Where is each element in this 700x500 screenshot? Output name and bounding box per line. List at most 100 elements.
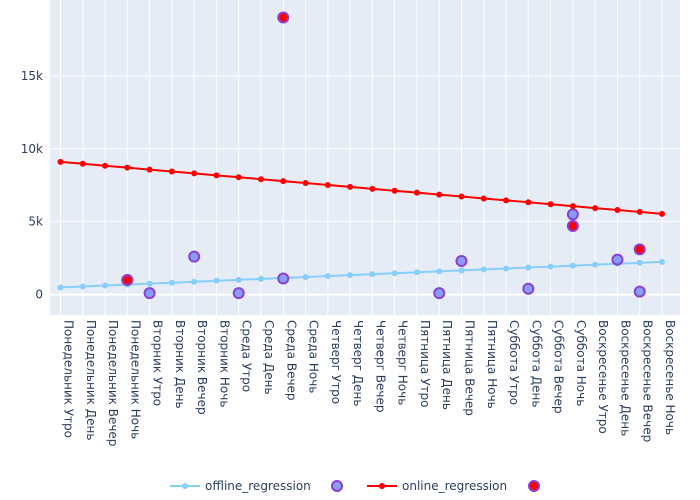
x-tick-label: Воскресенье День xyxy=(618,320,632,436)
x-tick-label: Четверг Утро xyxy=(329,320,343,404)
data-point xyxy=(592,261,599,268)
x-tick-label: Четверг День xyxy=(351,320,365,406)
data-point xyxy=(413,269,420,276)
data-point xyxy=(436,268,443,275)
data-point xyxy=(79,160,86,167)
data-point xyxy=(503,265,510,272)
data-point xyxy=(455,255,468,268)
data-point xyxy=(566,220,579,233)
data-point xyxy=(146,166,153,173)
x-tick-label: Суббота Вечер xyxy=(552,320,566,414)
x-tick-label: Понедельник Ночь xyxy=(128,320,142,439)
legend: offline_regression online_regression xyxy=(170,479,540,493)
data-point xyxy=(592,205,599,212)
legend-marker xyxy=(379,483,385,489)
y-tick-label: 15k xyxy=(21,69,43,83)
series-3 xyxy=(121,11,646,286)
data-point xyxy=(525,264,532,271)
data-point xyxy=(57,284,64,291)
data-point xyxy=(503,197,510,204)
legend-marker xyxy=(182,483,188,489)
legend-marker xyxy=(331,480,343,492)
series-1 xyxy=(121,208,646,300)
data-point xyxy=(547,201,554,208)
legend-label: online_regression xyxy=(402,479,507,493)
data-point xyxy=(168,168,175,175)
x-tick-label: Пятница Вечер xyxy=(463,320,477,416)
x-tick-label: Суббота Утро xyxy=(507,320,521,405)
data-point xyxy=(659,258,665,265)
data-point xyxy=(280,178,287,185)
y-tick-label: 10k xyxy=(21,142,43,156)
plot-area xyxy=(50,0,680,315)
data-point xyxy=(633,285,646,298)
x-tick-label: Воскресенье Ночь xyxy=(663,320,677,435)
data-point xyxy=(636,259,643,266)
x-tick-label: Пятница День xyxy=(440,320,454,410)
data-point xyxy=(547,263,554,270)
x-tick-label: Вторник Утро xyxy=(151,320,165,406)
x-tick-label: Среда Утро xyxy=(240,320,254,392)
series-2 xyxy=(57,158,665,217)
x-tick-label: Среда Вечер xyxy=(284,320,298,401)
y-tick-label: 0 xyxy=(35,288,43,302)
data-point xyxy=(191,170,198,177)
data-point xyxy=(458,267,465,274)
series-layer xyxy=(57,11,665,300)
data-point xyxy=(121,274,134,286)
data-point xyxy=(146,280,153,287)
x-tick-label: Воскресенье Вечер xyxy=(641,320,655,442)
data-point xyxy=(636,208,643,215)
data-point xyxy=(324,181,331,188)
data-point xyxy=(79,283,86,290)
x-tick-label: Пятница Ночь xyxy=(485,320,499,409)
data-point xyxy=(143,287,156,300)
data-point xyxy=(302,274,309,281)
data-point xyxy=(102,162,109,169)
x-axis: Понедельник Утро Понедельник День Понедель… xyxy=(62,320,678,446)
x-tick-label: Четверг Ночь xyxy=(396,320,410,405)
data-point xyxy=(347,183,354,190)
data-point xyxy=(369,185,376,192)
data-point xyxy=(436,191,443,198)
data-point xyxy=(614,207,621,213)
data-point xyxy=(57,158,64,165)
data-point xyxy=(569,262,576,269)
legend-marker xyxy=(528,480,540,492)
data-point xyxy=(611,253,624,266)
data-point xyxy=(480,195,487,202)
x-tick-label: Понедельник Вечер xyxy=(106,320,120,446)
data-point xyxy=(235,174,242,181)
x-tick-label: Суббота День xyxy=(529,320,543,407)
data-point xyxy=(525,199,532,206)
data-point xyxy=(633,243,646,256)
series-line xyxy=(60,160,663,215)
x-tick-label: Понедельник День xyxy=(84,320,98,440)
data-point xyxy=(347,272,354,279)
legend-label: offline_regression xyxy=(205,479,311,493)
data-point xyxy=(302,180,309,187)
x-tick-label: Среда Ночь xyxy=(307,320,321,393)
data-point xyxy=(102,282,109,289)
y-tick-label: 5k xyxy=(28,215,43,229)
x-tick-label: Четверг Вечер xyxy=(373,320,387,413)
data-point xyxy=(258,275,264,282)
data-point xyxy=(433,287,446,300)
data-point xyxy=(659,210,665,217)
data-point xyxy=(168,279,175,286)
data-point xyxy=(235,276,242,283)
data-point xyxy=(566,208,579,221)
x-tick-label: Пятница Утро xyxy=(418,320,432,407)
data-point xyxy=(569,203,576,210)
y-axis: 0 5k 10k 15k xyxy=(21,69,43,302)
data-point xyxy=(277,272,290,285)
data-point xyxy=(213,277,220,284)
data-point xyxy=(458,193,465,200)
x-tick-label: Среда День xyxy=(262,320,276,395)
x-tick-label: Суббота Ночь xyxy=(574,320,588,406)
data-point xyxy=(124,164,131,171)
data-point xyxy=(277,11,290,24)
data-point xyxy=(369,271,376,278)
data-point xyxy=(391,187,398,194)
